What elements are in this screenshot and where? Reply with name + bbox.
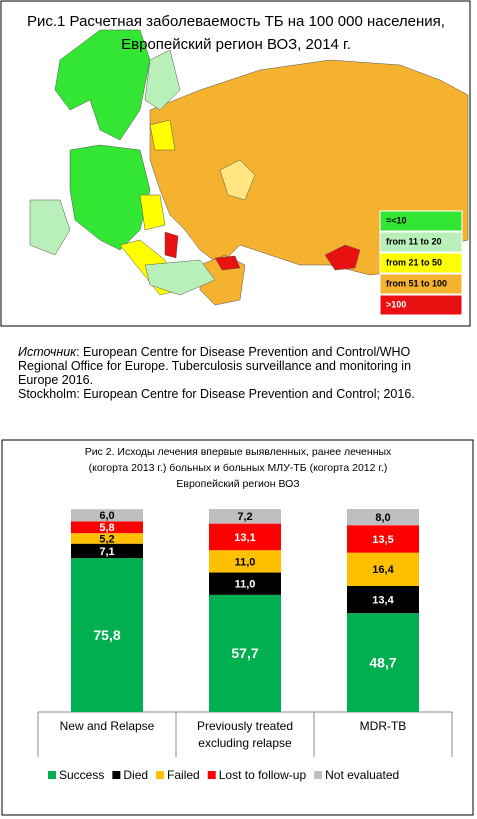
bar-segment [71, 558, 143, 712]
bar-segment [209, 550, 281, 573]
legend-swatch [314, 771, 323, 779]
data-label: 8,0 [375, 512, 390, 524]
bar-segment [209, 572, 281, 595]
bar-segment [347, 613, 419, 712]
bar-segment [71, 543, 143, 559]
map-title: Европейский регион ВОЗ, 2014 г. [121, 36, 351, 53]
chart-title: (когорта 2013 г.) больных и больных МЛУ-… [89, 462, 388, 474]
legend-label: Died [123, 768, 148, 782]
data-label: 57,7 [231, 645, 258, 661]
legend-swatch [379, 273, 463, 295]
legend-swatch [207, 771, 216, 779]
legend-label: Failed [167, 768, 200, 782]
legend-label: >100 [386, 299, 406, 309]
x-tick-label: MDR-TB [359, 719, 407, 733]
source-label: Источник [18, 345, 77, 359]
bar-segment [71, 509, 143, 522]
legend-label: Not evaluated [325, 768, 399, 782]
bar-segment [71, 533, 143, 544]
legend-label: from 51 to 100 [386, 278, 447, 288]
x-tick-label: Previously treated excluding relapse [196, 719, 294, 750]
data-label: 7,2 [237, 511, 252, 523]
bar-segment [347, 585, 419, 614]
legend-label: =<10 [386, 215, 407, 225]
legend-label: from 11 to 20 [386, 236, 442, 246]
data-label: 13,5 [372, 534, 393, 546]
bar-segment [71, 521, 143, 534]
map-shapes [29, 29, 469, 306]
data-label: 11,0 [235, 579, 256, 591]
data-label: 7,1 [99, 546, 114, 558]
legend-swatch [112, 771, 121, 779]
legend-swatch [379, 252, 463, 274]
bar-segment [209, 523, 281, 551]
legend-swatch [379, 210, 463, 232]
source-text: Stockholm: European Centre for Disease P… [18, 387, 415, 401]
legend-swatch [48, 771, 56, 779]
bar-segment [209, 594, 281, 712]
bar-segment [347, 552, 419, 586]
bar-segment [347, 509, 419, 526]
source: Источник: European Centre for Disease Pr… [18, 345, 438, 401]
x-tick-label: New and Relapse [59, 719, 155, 733]
map-title: Рис.1 Расчетная заболеваемость ТБ на 100… [27, 13, 445, 30]
bar-segment [209, 509, 281, 524]
data-label: 75,8 [93, 627, 120, 643]
data-label: 5,8 [99, 522, 114, 534]
map-figure: Рис.1 Расчетная заболеваемость ТБ на 100… [0, 0, 471, 327]
data-label: 13,4 [372, 594, 394, 606]
data-label: 48,7 [369, 654, 396, 670]
legend-swatch [379, 231, 463, 253]
chart-title: Европейский регион ВОЗ [176, 478, 299, 490]
source-text: : European Centre for Disease Prevention… [18, 345, 412, 387]
legend-label: Success [59, 768, 104, 782]
legend-swatch [156, 771, 165, 779]
data-label: 13,1 [234, 532, 255, 544]
legend-label: from 21 to 50 [386, 257, 442, 267]
legend-label: Lost to follow-up [219, 768, 307, 782]
chart-title: Рис 2. Исходы лечения впервые выявленных… [85, 446, 392, 458]
data-label: 6,0 [99, 510, 114, 522]
data-label: 11,0 [235, 556, 256, 568]
data-label: 5,2 [99, 533, 114, 545]
legend-swatch [379, 294, 463, 316]
bar-segment [347, 525, 419, 553]
data-label: 16,4 [372, 564, 394, 576]
